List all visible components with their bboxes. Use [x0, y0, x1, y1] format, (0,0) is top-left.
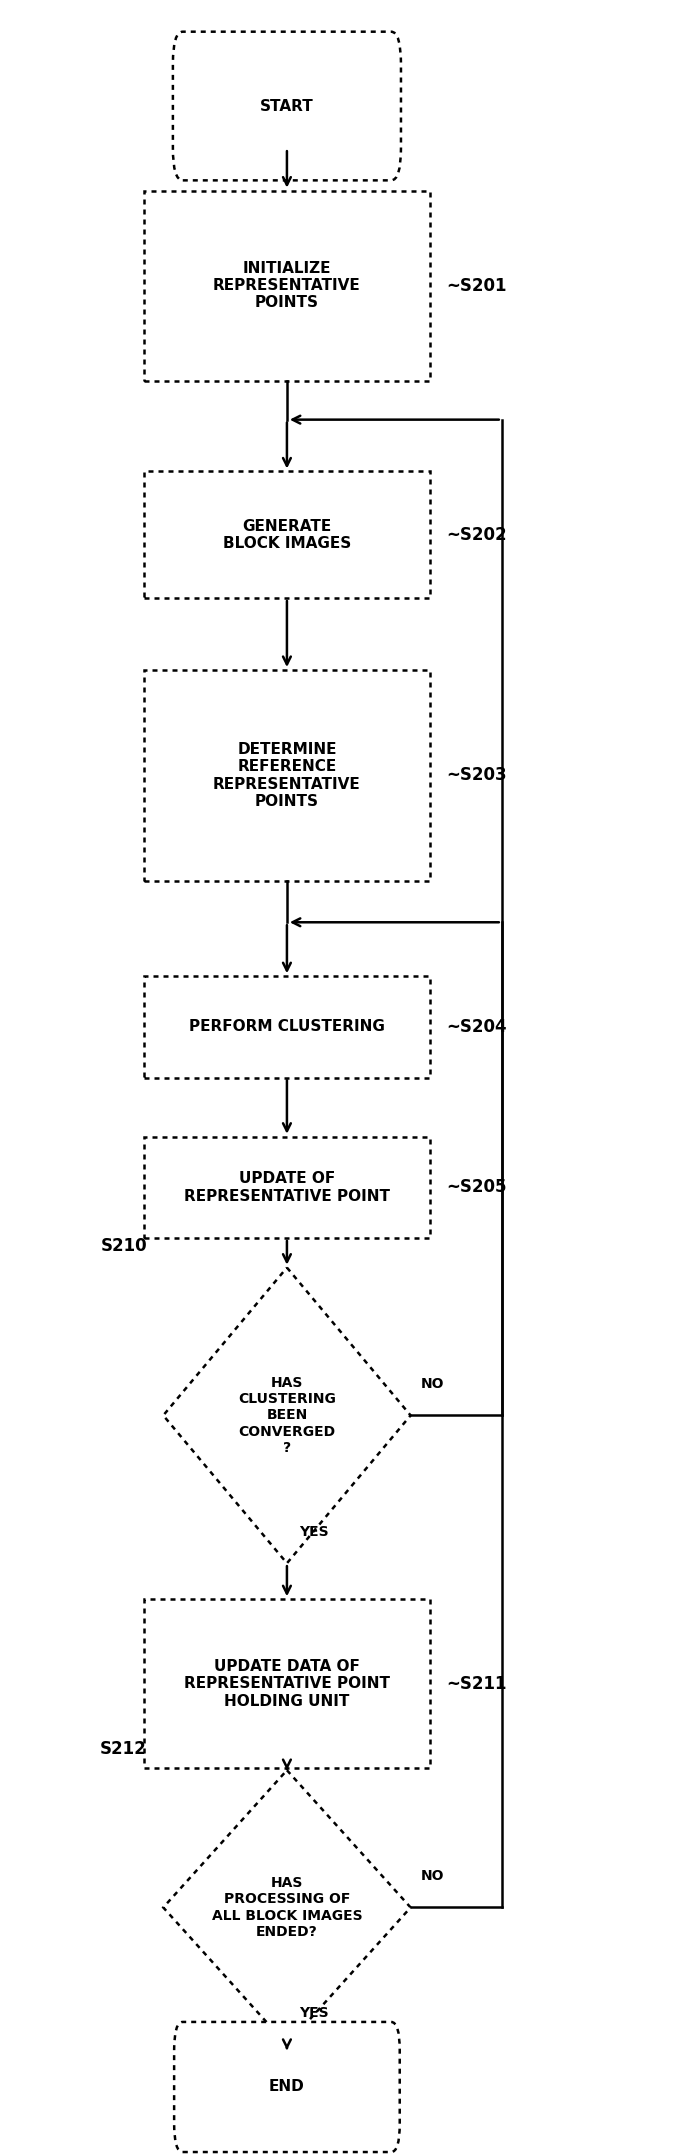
Bar — [144, 1599, 430, 1767]
Text: YES: YES — [298, 1524, 328, 1539]
Text: ~S205: ~S205 — [446, 1179, 507, 1196]
Text: UPDATE DATA OF
REPRESENTATIVE POINT
HOLDING UNIT: UPDATE DATA OF REPRESENTATIVE POINT HOLD… — [184, 1659, 390, 1709]
FancyBboxPatch shape — [173, 32, 401, 181]
Polygon shape — [163, 1267, 411, 1562]
Text: UPDATE OF
REPRESENTATIVE POINT: UPDATE OF REPRESENTATIVE POINT — [184, 1170, 390, 1202]
Text: ~S204: ~S204 — [446, 1017, 507, 1037]
Text: S212: S212 — [100, 1739, 147, 1758]
Text: END: END — [269, 2080, 305, 2095]
Bar — [144, 190, 430, 381]
Bar — [144, 976, 430, 1078]
Text: INITIALIZE
REPRESENTATIVE
POINTS: INITIALIZE REPRESENTATIVE POINTS — [213, 261, 361, 310]
Text: DETERMINE
REFERENCE
REPRESENTATIVE
POINTS: DETERMINE REFERENCE REPRESENTATIVE POINT… — [213, 741, 361, 808]
FancyBboxPatch shape — [174, 2021, 400, 2153]
Text: HAS
PROCESSING OF
ALL BLOCK IMAGES
ENDED?: HAS PROCESSING OF ALL BLOCK IMAGES ENDED… — [212, 1877, 362, 1940]
Bar — [144, 670, 430, 881]
Text: ~S211: ~S211 — [446, 1674, 507, 1692]
Text: PERFORM CLUSTERING: PERFORM CLUSTERING — [189, 1019, 385, 1034]
Text: GENERATE
BLOCK IMAGES: GENERATE BLOCK IMAGES — [223, 519, 351, 552]
Text: ~S202: ~S202 — [446, 526, 507, 543]
Text: YES: YES — [298, 2006, 328, 2019]
Polygon shape — [163, 1769, 411, 2045]
Text: ~S201: ~S201 — [446, 276, 507, 295]
Text: S210: S210 — [100, 1237, 147, 1256]
Text: NO: NO — [420, 1868, 444, 1883]
Bar — [144, 472, 430, 599]
Text: ~S203: ~S203 — [446, 767, 507, 784]
Text: NO: NO — [420, 1377, 444, 1390]
Text: START: START — [260, 99, 314, 114]
Text: HAS
CLUSTERING
BEEN
CONVERGED
?: HAS CLUSTERING BEEN CONVERGED ? — [238, 1377, 336, 1455]
Bar — [144, 1136, 430, 1237]
